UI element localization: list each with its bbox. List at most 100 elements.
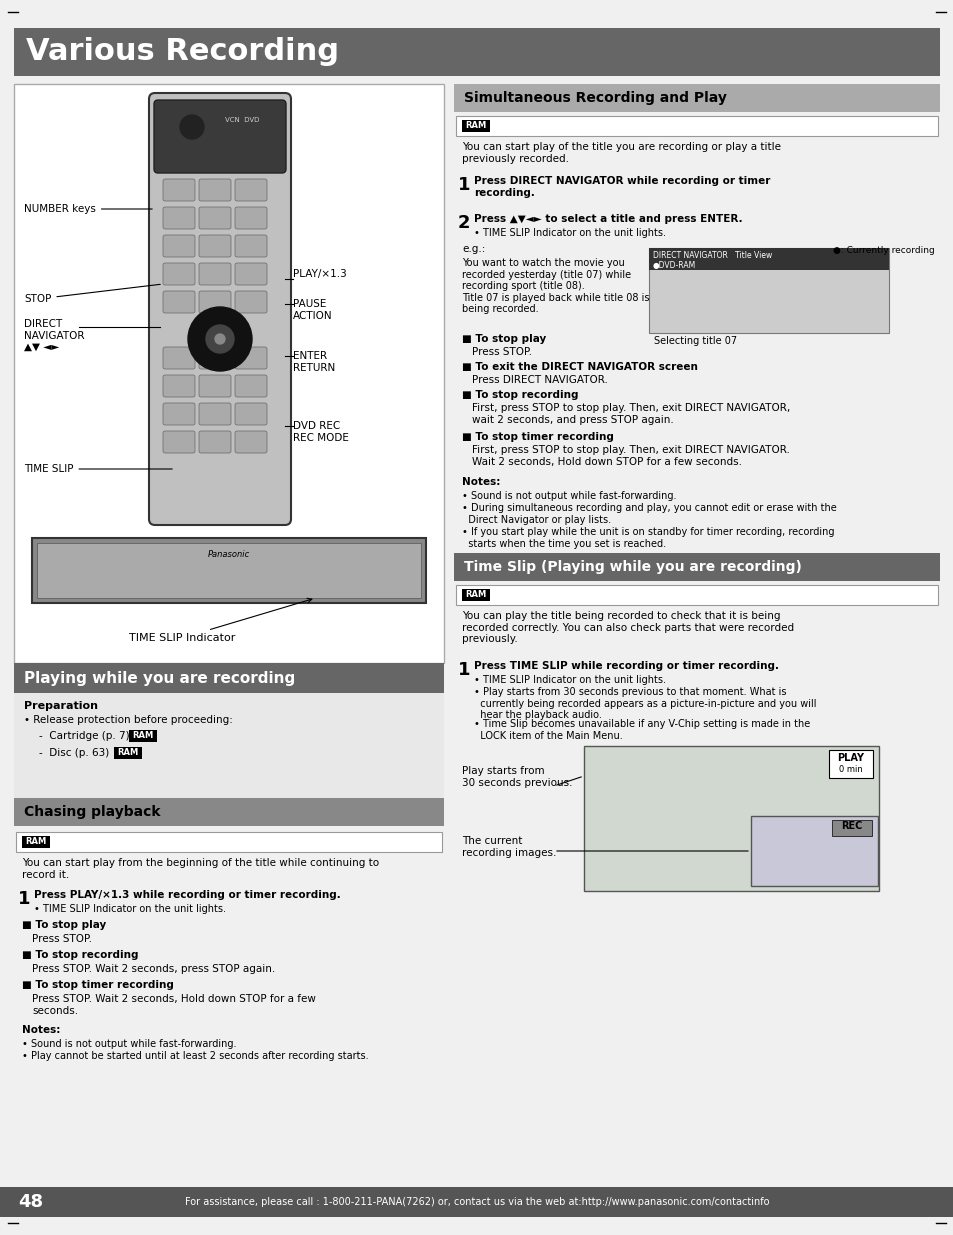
FancyBboxPatch shape [163, 347, 194, 369]
FancyBboxPatch shape [234, 263, 267, 285]
FancyBboxPatch shape [234, 291, 267, 312]
Text: Notes:: Notes: [461, 477, 500, 487]
FancyBboxPatch shape [149, 93, 291, 525]
FancyBboxPatch shape [199, 235, 231, 257]
Text: Press STOP. Wait 2 seconds, press STOP again.: Press STOP. Wait 2 seconds, press STOP a… [32, 965, 275, 974]
FancyBboxPatch shape [199, 207, 231, 228]
FancyBboxPatch shape [234, 235, 267, 257]
Bar [461, 589, 490, 601]
Text: Press ▲▼◄► to select a title and press ENTER.: Press ▲▼◄► to select a title and press E… [474, 214, 741, 224]
Bar [32, 538, 426, 603]
Text: Notes:: Notes: [22, 1025, 60, 1035]
Circle shape [214, 333, 225, 345]
FancyBboxPatch shape [199, 179, 231, 201]
Text: 0 min: 0 min [839, 764, 862, 774]
FancyBboxPatch shape [199, 263, 231, 285]
Text: Chasing playback: Chasing playback [24, 805, 160, 819]
Text: PLAY/×1.3: PLAY/×1.3 [293, 269, 346, 279]
FancyBboxPatch shape [153, 100, 286, 173]
Text: • Time Slip becomes unavailable if any V-Chip setting is made in the
  LOCK item: • Time Slip becomes unavailable if any V… [474, 719, 809, 741]
FancyBboxPatch shape [163, 207, 194, 228]
Text: e.g.:: e.g.: [461, 245, 485, 254]
Bar [648, 248, 888, 270]
Text: VCN  DVD: VCN DVD [225, 117, 259, 124]
Text: • Sound is not output while fast-forwarding.: • Sound is not output while fast-forward… [22, 1039, 236, 1049]
Bar [14, 663, 443, 693]
Bar [113, 747, 142, 760]
Text: ■ To stop recording: ■ To stop recording [461, 390, 578, 400]
Text: Preparation: Preparation [24, 701, 98, 711]
FancyBboxPatch shape [163, 431, 194, 453]
Text: • During simultaneous recording and play, you cannot edit or erase with the
  Di: • During simultaneous recording and play… [461, 503, 836, 525]
Text: Press PLAY/×1.3 while recording or timer recording.: Press PLAY/×1.3 while recording or timer… [34, 890, 340, 900]
Text: DIRECT NAVIGATOR   Title View: DIRECT NAVIGATOR Title View [652, 251, 771, 261]
Text: ●DVD-RAM: ●DVD-RAM [652, 261, 696, 270]
Bar [456, 116, 937, 136]
Text: • Release protection before proceeding:: • Release protection before proceeding: [24, 715, 233, 725]
Text: ■ To stop timer recording: ■ To stop timer recording [22, 981, 173, 990]
Bar [828, 750, 872, 778]
Text: Press TIME SLIP while recording or timer recording.: Press TIME SLIP while recording or timer… [474, 661, 779, 671]
Text: ■ To stop play: ■ To stop play [461, 333, 546, 345]
Text: NUMBER keys: NUMBER keys [24, 204, 152, 214]
Text: 1: 1 [18, 890, 30, 908]
FancyBboxPatch shape [234, 431, 267, 453]
Text: • If you start play while the unit is on standby for timer recording, recording
: • If you start play while the unit is on… [461, 527, 834, 548]
Text: Panasonic: Panasonic [208, 550, 250, 559]
Bar [831, 820, 871, 836]
FancyBboxPatch shape [234, 403, 267, 425]
FancyBboxPatch shape [163, 179, 194, 201]
Text: REC: REC [841, 821, 862, 831]
Text: Simultaneous Recording and Play: Simultaneous Recording and Play [463, 91, 726, 105]
Text: RAM: RAM [465, 590, 486, 599]
Text: You want to watch the movie you
recorded yesterday (title 07) while
recording sp: You want to watch the movie you recorded… [461, 258, 649, 315]
Text: 1: 1 [457, 661, 470, 679]
Circle shape [180, 115, 204, 140]
Text: DIRECT
NAVIGATOR
▲▼ ◄►: DIRECT NAVIGATOR ▲▼ ◄► [24, 319, 85, 352]
Bar [14, 28, 939, 77]
Text: DVD REC
REC MODE: DVD REC REC MODE [293, 421, 349, 442]
Circle shape [206, 325, 233, 353]
Text: TIME SLIP Indicator: TIME SLIP Indicator [129, 598, 312, 643]
Text: • TIME SLIP Indicator on the unit lights.: • TIME SLIP Indicator on the unit lights… [34, 904, 226, 914]
FancyBboxPatch shape [163, 403, 194, 425]
Text: Various Recording: Various Recording [26, 37, 338, 67]
Text: • TIME SLIP Indicator on the unit lights.: • TIME SLIP Indicator on the unit lights… [474, 676, 665, 685]
Text: For assistance, please call : 1-800-211-PANA(7262) or, contact us via the web at: For assistance, please call : 1-800-211-… [185, 1197, 768, 1207]
Text: PLAY: PLAY [837, 753, 863, 763]
Text: -  Cartridge (p. 7): - Cartridge (p. 7) [39, 731, 130, 741]
Text: PAUSE
ACTION: PAUSE ACTION [293, 299, 333, 321]
FancyBboxPatch shape [163, 375, 194, 396]
Bar [16, 832, 441, 852]
Bar [14, 84, 443, 663]
FancyBboxPatch shape [199, 347, 231, 369]
Bar [456, 585, 937, 605]
FancyBboxPatch shape [199, 375, 231, 396]
Bar [648, 248, 888, 333]
Text: Playing while you are recording: Playing while you are recording [24, 671, 294, 685]
Text: STOP: STOP [24, 284, 160, 304]
Text: RAM: RAM [117, 748, 138, 757]
FancyBboxPatch shape [234, 179, 267, 201]
Text: • Play cannot be started until at least 2 seconds after recording starts.: • Play cannot be started until at least … [22, 1051, 368, 1061]
FancyBboxPatch shape [163, 291, 194, 312]
Text: ■ To exit the DIRECT NAVIGATOR screen: ■ To exit the DIRECT NAVIGATOR screen [461, 362, 698, 372]
Text: Play starts from
30 seconds previous.: Play starts from 30 seconds previous. [461, 766, 572, 788]
FancyBboxPatch shape [163, 263, 194, 285]
Text: ■ To stop play: ■ To stop play [22, 920, 106, 930]
Text: Press STOP.: Press STOP. [472, 347, 532, 357]
Bar [461, 120, 490, 132]
Text: Press DIRECT NAVIGATOR.: Press DIRECT NAVIGATOR. [472, 375, 607, 385]
Text: RAM: RAM [26, 837, 47, 846]
Text: First, press STOP to stop play. Then, exit DIRECT NAVIGATOR.
Wait 2 seconds, Hol: First, press STOP to stop play. Then, ex… [472, 445, 789, 467]
Text: Time Slip (Playing while you are recording): Time Slip (Playing while you are recordi… [463, 559, 801, 574]
Text: Press STOP. Wait 2 seconds, Hold down STOP for a few
seconds.: Press STOP. Wait 2 seconds, Hold down ST… [32, 994, 315, 1015]
Bar [14, 693, 443, 798]
FancyBboxPatch shape [199, 403, 231, 425]
Bar [583, 746, 878, 890]
Text: Selecting title 07: Selecting title 07 [654, 336, 737, 346]
Bar [129, 730, 157, 742]
Text: ■ To stop timer recording: ■ To stop timer recording [461, 432, 613, 442]
Text: • Play starts from 30 seconds previous to that moment. What is
  currently being: • Play starts from 30 seconds previous t… [474, 687, 816, 720]
Text: You can start play of the title you are recording or play a title
previously rec: You can start play of the title you are … [461, 142, 781, 163]
